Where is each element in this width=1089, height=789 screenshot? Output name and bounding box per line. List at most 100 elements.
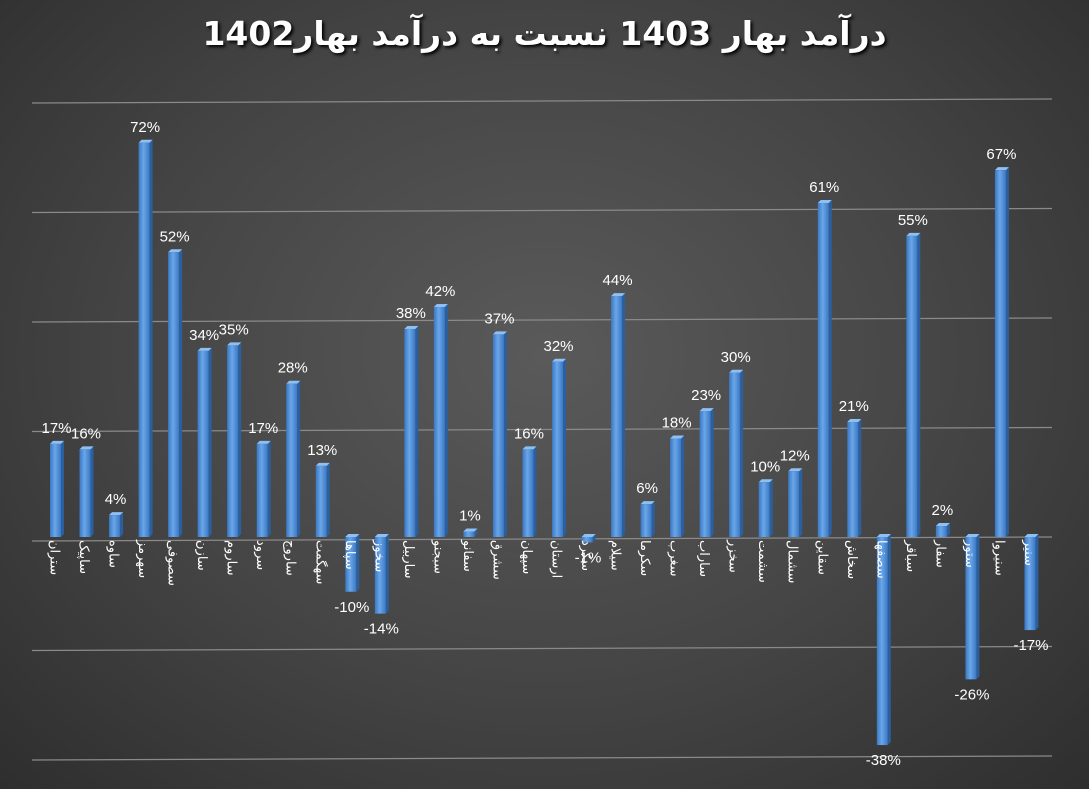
bar-side [297,380,301,537]
bar-top [138,139,153,143]
bar-top [433,304,448,308]
bar [433,307,445,537]
bar [286,383,298,537]
bar [670,438,682,537]
bar-side [149,139,153,538]
bar [168,252,180,538]
data-label: 35% [219,321,249,338]
bar [1024,537,1036,631]
bar [109,515,121,537]
bar [640,504,652,537]
bar-top [522,446,537,450]
bar-top [1024,534,1039,537]
chart-title: درآمد بهار 1403 نسبت به درآمد بهار1402 [202,14,887,53]
bar-top [286,380,301,384]
category-label: سصفها [873,540,888,579]
bar-top [876,534,891,537]
bar-side [179,249,183,538]
data-label: 16% [71,425,101,442]
category-labels: ستران ساپیک ساوه سهرمز سصوفی سازن ساروم سرود سار… [47,539,1036,586]
bar-top [788,468,803,472]
bar [197,350,209,537]
bar-top [729,369,744,373]
data-label: 44% [603,272,633,289]
bar-top [581,534,596,537]
bar-top [50,440,64,444]
bar [552,361,563,537]
category-label: سخزر [726,539,741,573]
bar-side [1005,167,1009,538]
bar-top [404,325,419,329]
category-label: ساروم [224,540,239,575]
data-label: 52% [160,228,190,245]
bar-side [710,408,714,537]
bar-top [552,358,566,362]
bar-side [592,534,596,543]
bar [935,526,947,537]
bar-top [994,167,1009,171]
bar-side [208,347,212,537]
bar-side [858,419,862,537]
data-label: 1% [459,508,481,525]
bar [463,531,475,537]
grid-line [31,98,1053,104]
grid-line [31,207,1053,214]
data-label: 17% [41,420,71,437]
bar [699,411,711,537]
data-label: 42% [425,283,455,300]
bar-side [887,534,891,746]
grid-line [31,536,1053,542]
category-label: ستران [47,540,62,575]
bar-side [533,446,537,537]
bar-side [1035,534,1039,631]
bar [876,537,888,746]
bar-top [197,347,212,351]
data-label: 72% [130,119,160,136]
data-label: 61% [809,179,839,196]
data-label: 17% [248,420,278,437]
data-label: 23% [691,387,721,404]
bar [611,296,623,537]
bar [227,345,239,537]
bar [345,537,357,592]
data-label: 18% [662,414,692,431]
category-label: سغرب [667,540,682,577]
data-label: 32% [543,338,573,355]
category-label: سازن [194,540,209,571]
category-label: سباقر [903,539,918,572]
grid-line [31,317,1053,323]
category-label: ساروج [283,540,298,576]
category-label: سرود [253,540,268,570]
bar-side [444,304,448,537]
data-label: 21% [839,398,869,415]
bar [965,537,977,680]
category-label: سشرق [489,540,504,580]
bar-side [415,325,419,537]
category-label: سقاین [814,540,829,575]
bar-side [769,479,773,537]
data-label: 6% [636,480,658,497]
category-label: سکرما [637,540,652,576]
bar-side [622,293,626,537]
data-label: 12% [780,447,810,464]
category-label: سپاها [342,540,357,570]
bar [817,203,829,537]
data-label: 37% [484,310,514,327]
bar-top [758,479,773,483]
category-label: سفانو [460,539,475,572]
bar [315,465,327,537]
bar-side [828,200,832,537]
data-labels: 17% 16%4%72%52%34% 35%17%28%13%-10%-14%38%… [41,119,1048,769]
bar-top [817,200,832,204]
bar-side [976,534,980,680]
category-label: ارستان [549,540,564,578]
data-label: -38% [866,752,901,769]
bar-side [385,534,389,614]
category-label: سهگمت [312,540,328,584]
category-label: ساوه [106,540,121,568]
category-label: ساپیک [76,540,91,574]
category-label: سپهان [519,540,534,574]
bar [79,449,91,537]
bar-top [699,408,714,412]
bar-side [474,528,478,537]
